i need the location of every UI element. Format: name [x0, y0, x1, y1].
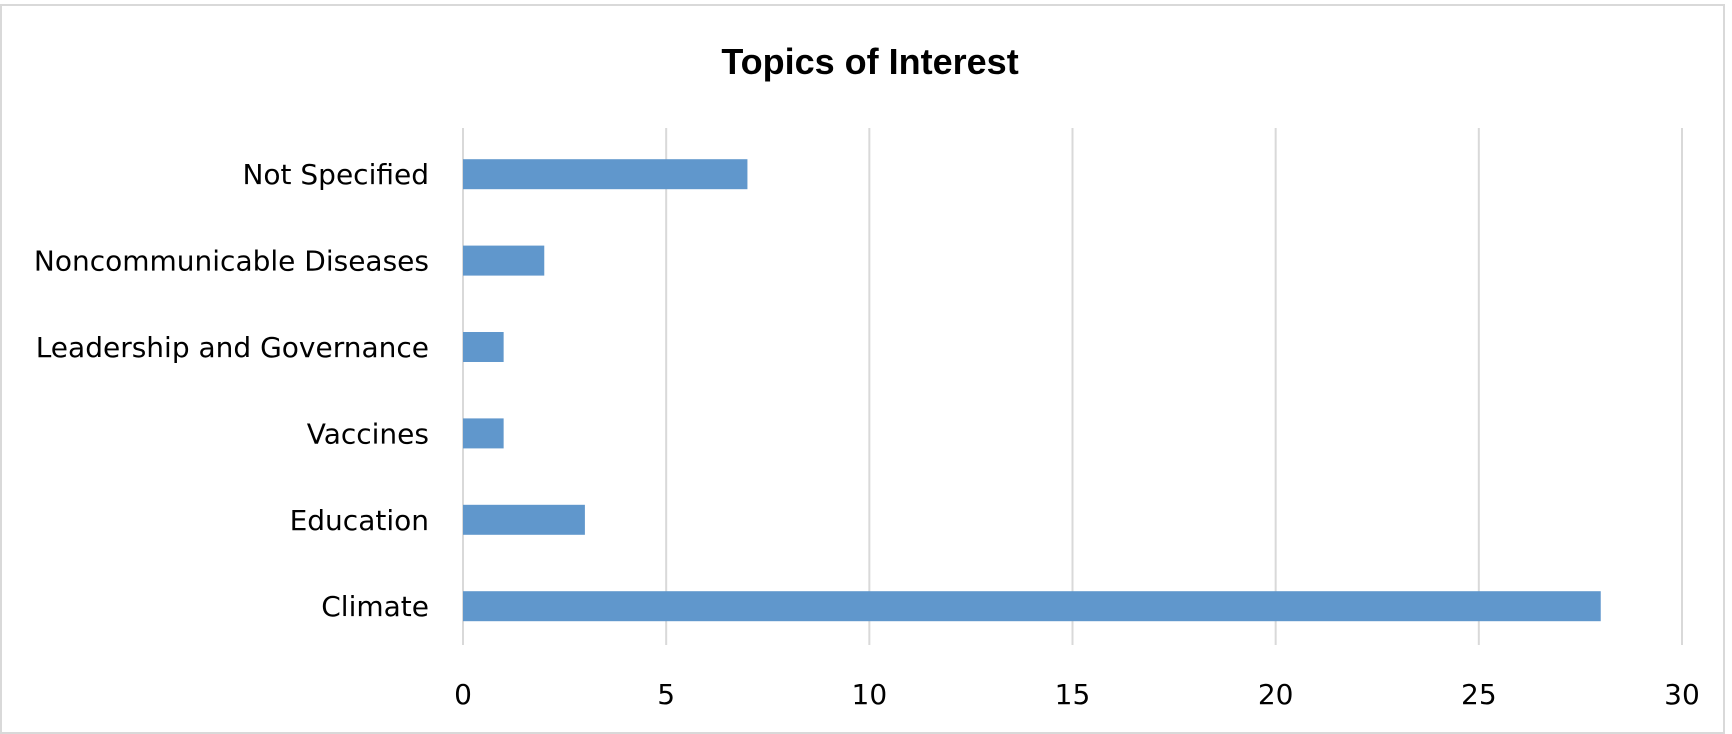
x-tick-label: 10	[852, 678, 888, 711]
bar	[463, 418, 504, 449]
bar	[463, 332, 504, 362]
x-tick-labels: 0 5 10 15 20 25 30	[454, 678, 1700, 711]
gridlines	[462, 128, 1683, 645]
x-tick-label: 25	[1461, 678, 1497, 711]
category-label: Not Specified	[242, 158, 429, 191]
category-label: Education	[290, 504, 429, 537]
category-label: Vaccines	[307, 417, 429, 450]
category-label: Climate	[321, 590, 429, 623]
chart-title: Topics of Interest	[721, 41, 1018, 82]
x-tick-label: 5	[657, 678, 675, 711]
x-tick-label: 20	[1258, 678, 1294, 711]
x-tick-label: 30	[1664, 678, 1700, 711]
bar	[463, 245, 545, 276]
category-label: Leadership and Governance	[36, 331, 429, 364]
bar	[463, 591, 1601, 622]
x-tick-label: 15	[1055, 678, 1091, 711]
x-tick-label: 0	[454, 678, 472, 711]
bar	[463, 504, 585, 535]
category-label: Noncommunicable Diseases	[34, 245, 429, 278]
bars	[463, 159, 1601, 622]
category-labels: Not Specified Noncommunicable Diseases Lea…	[34, 158, 429, 623]
bar	[463, 159, 748, 190]
